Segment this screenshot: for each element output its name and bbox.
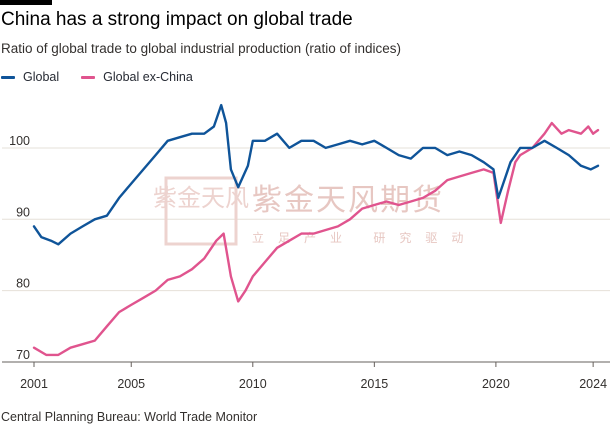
y-axis-ticks: 70 80 90 100 xyxy=(9,134,30,362)
legend-label-global: Global xyxy=(23,70,60,84)
x-tick-label: 2015 xyxy=(360,377,388,391)
watermark: 紫金天风 紫金天风期货 立足产业 研究驱动 xyxy=(153,176,463,246)
x-tick-label: 2010 xyxy=(239,377,267,391)
x-tick-label: 2020 xyxy=(482,377,510,391)
top-accent-bar xyxy=(0,0,52,5)
series-line-global-ex-china xyxy=(32,121,600,357)
y-tick-label: 70 xyxy=(16,348,30,362)
legend-item-global: Global xyxy=(1,70,59,84)
watermark-logo-icon xyxy=(164,176,238,246)
x-tick-label: 2024 xyxy=(579,377,607,391)
gridlines xyxy=(2,147,610,292)
legend-swatch-global xyxy=(1,75,15,79)
legend-item-global-ex-china: Global ex-China xyxy=(81,70,193,84)
legend: Global Global ex-China xyxy=(1,68,215,86)
x-tick-label: 2005 xyxy=(117,377,145,391)
x-tick-label: 2001 xyxy=(20,377,48,391)
watermark-logo-mark: 紫金天风 xyxy=(153,185,249,212)
chart-subtitle: Ratio of global trade to global industri… xyxy=(1,41,401,56)
x-axis-ticks: 2001 2005 2010 2015 2020 2024 xyxy=(20,362,607,391)
series-line-global xyxy=(32,103,600,246)
legend-swatch-global-ex-china xyxy=(81,75,96,79)
y-tick-label: 90 xyxy=(16,205,30,219)
y-tick-label: 100 xyxy=(9,134,30,148)
chart-title: China has a strong impact on global trad… xyxy=(1,9,353,30)
y-tick-label: 80 xyxy=(16,277,30,291)
legend-label-global-ex-china: Global ex-China xyxy=(103,70,193,84)
source-note: Central Planning Bureau: World Trade Mon… xyxy=(1,410,258,424)
series-lines xyxy=(32,103,600,357)
